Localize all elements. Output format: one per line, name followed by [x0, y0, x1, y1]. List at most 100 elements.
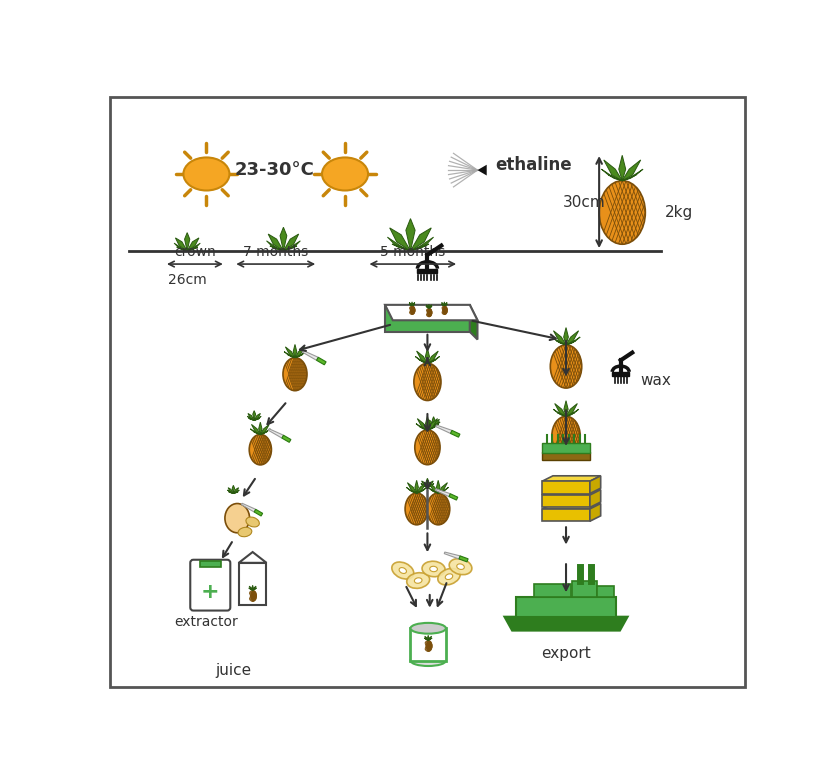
Polygon shape: [566, 331, 579, 345]
Polygon shape: [234, 492, 238, 494]
Text: 26cm: 26cm: [168, 273, 207, 287]
Ellipse shape: [183, 158, 229, 190]
Polygon shape: [505, 617, 628, 631]
Polygon shape: [428, 419, 434, 426]
Polygon shape: [420, 427, 427, 430]
Polygon shape: [410, 244, 429, 251]
Polygon shape: [285, 347, 295, 358]
Polygon shape: [317, 357, 326, 365]
Polygon shape: [406, 487, 417, 493]
Polygon shape: [389, 228, 410, 251]
Polygon shape: [254, 416, 261, 421]
Polygon shape: [426, 307, 429, 308]
Ellipse shape: [414, 363, 441, 400]
Polygon shape: [442, 303, 445, 306]
Polygon shape: [252, 424, 260, 435]
Polygon shape: [429, 307, 431, 308]
Polygon shape: [302, 351, 319, 360]
Polygon shape: [294, 345, 297, 358]
Polygon shape: [187, 238, 199, 251]
Polygon shape: [253, 411, 255, 421]
Polygon shape: [566, 404, 577, 416]
Ellipse shape: [457, 564, 465, 570]
Polygon shape: [445, 305, 446, 306]
Polygon shape: [429, 305, 432, 308]
Polygon shape: [234, 490, 239, 494]
Polygon shape: [604, 160, 622, 181]
Polygon shape: [429, 424, 434, 426]
Polygon shape: [295, 355, 302, 358]
Bar: [239, 563, 267, 605]
Bar: [597, 586, 614, 598]
Ellipse shape: [424, 640, 433, 652]
Text: 5 months: 5 months: [380, 244, 445, 258]
Polygon shape: [442, 305, 445, 306]
Polygon shape: [387, 237, 410, 251]
Polygon shape: [288, 355, 295, 358]
Polygon shape: [425, 639, 428, 640]
Polygon shape: [441, 304, 445, 306]
Polygon shape: [187, 247, 198, 251]
Polygon shape: [425, 638, 428, 640]
Polygon shape: [427, 422, 434, 426]
Polygon shape: [234, 487, 239, 494]
Polygon shape: [444, 302, 445, 306]
Polygon shape: [590, 490, 600, 508]
Polygon shape: [411, 302, 413, 306]
Polygon shape: [429, 307, 432, 308]
Ellipse shape: [550, 345, 582, 388]
Polygon shape: [417, 487, 427, 493]
Polygon shape: [622, 169, 643, 181]
Polygon shape: [445, 304, 447, 306]
Bar: [516, 598, 616, 618]
Polygon shape: [428, 487, 438, 493]
Polygon shape: [254, 509, 263, 516]
Bar: [410, 629, 446, 660]
Text: 30cm: 30cm: [562, 195, 605, 210]
Polygon shape: [417, 418, 427, 430]
Polygon shape: [239, 552, 267, 563]
Polygon shape: [260, 429, 270, 435]
Polygon shape: [282, 435, 291, 442]
Polygon shape: [557, 413, 566, 416]
Polygon shape: [434, 419, 440, 426]
Bar: [572, 580, 597, 598]
Bar: [542, 452, 590, 459]
Polygon shape: [412, 305, 414, 306]
Polygon shape: [250, 589, 253, 590]
Polygon shape: [427, 486, 433, 487]
Polygon shape: [407, 483, 417, 493]
Polygon shape: [427, 483, 434, 487]
Polygon shape: [392, 244, 410, 251]
Polygon shape: [177, 247, 187, 251]
Polygon shape: [436, 480, 440, 493]
FancyBboxPatch shape: [110, 97, 745, 687]
Bar: [542, 442, 590, 453]
Ellipse shape: [441, 306, 448, 315]
Text: crown: crown: [174, 244, 216, 258]
Polygon shape: [470, 305, 478, 340]
Polygon shape: [427, 351, 438, 363]
Polygon shape: [410, 228, 431, 251]
Polygon shape: [427, 427, 435, 430]
Ellipse shape: [430, 566, 437, 572]
Polygon shape: [412, 304, 415, 306]
Polygon shape: [248, 414, 254, 421]
Polygon shape: [428, 636, 432, 640]
Text: juice: juice: [215, 663, 251, 678]
Polygon shape: [284, 352, 295, 358]
Polygon shape: [425, 348, 430, 363]
Polygon shape: [253, 589, 255, 590]
Polygon shape: [428, 639, 431, 640]
Ellipse shape: [422, 561, 445, 577]
Polygon shape: [427, 356, 440, 363]
Polygon shape: [175, 238, 187, 251]
Polygon shape: [552, 337, 566, 345]
Polygon shape: [254, 418, 259, 421]
Ellipse shape: [427, 493, 450, 525]
Ellipse shape: [238, 528, 252, 537]
Bar: [534, 584, 570, 598]
Polygon shape: [267, 241, 284, 251]
Polygon shape: [459, 556, 468, 562]
Polygon shape: [249, 418, 254, 421]
